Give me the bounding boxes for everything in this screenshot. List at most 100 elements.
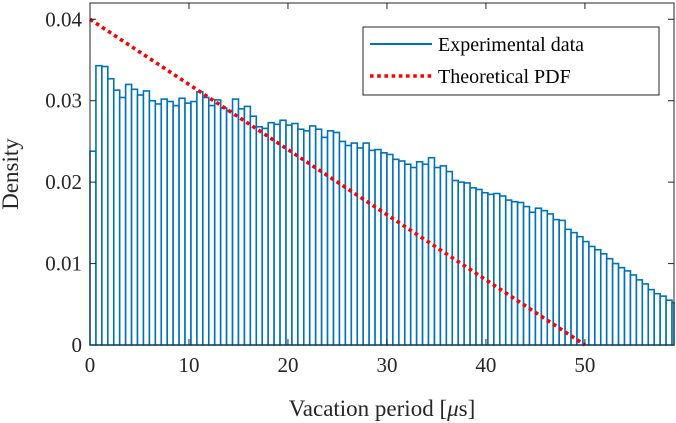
histogram-bar — [160, 98, 169, 346]
histogram-bar — [647, 288, 656, 346]
histogram-bar — [439, 165, 448, 346]
histogram-bar — [433, 166, 442, 346]
histogram-bar — [403, 163, 412, 346]
legend-label-experimental-data: Experimental data — [438, 34, 584, 56]
histogram-bar — [635, 279, 644, 346]
histogram-bar — [291, 122, 299, 346]
theoretical-pdf-line — [89, 17, 586, 347]
histogram-bar — [498, 195, 507, 346]
histogram-bar — [344, 144, 353, 346]
histogram-bar — [326, 130, 335, 346]
histogram-bar — [332, 131, 341, 346]
histogram-bar — [249, 115, 258, 346]
histogram-bar — [308, 125, 317, 346]
histogram-bar — [184, 102, 192, 346]
histogram-bar — [665, 299, 673, 346]
histogram-bar — [314, 128, 323, 346]
x-tick-label: 40 — [475, 353, 496, 377]
histogram-bar — [386, 153, 394, 346]
histogram-bar — [255, 125, 264, 346]
histogram-bar — [582, 240, 590, 346]
legend-box — [362, 26, 660, 96]
histogram-bar — [118, 96, 127, 346]
histogram-bar — [510, 200, 519, 346]
histogram-bar — [243, 105, 252, 346]
histogram-bar — [374, 148, 382, 346]
y-tick-label: 0 — [72, 333, 83, 357]
histogram-bar — [261, 127, 269, 346]
histogram-bar — [522, 205, 531, 346]
histogram-bar — [225, 109, 234, 346]
histogram-bar — [469, 187, 477, 346]
legend: Experimental data Theoretical PDF — [362, 26, 660, 96]
histogram-bar — [338, 140, 347, 346]
legend-label-theoretical-pdf: Theoretical PDF — [438, 66, 571, 88]
histogram-bar — [130, 88, 139, 346]
x-tick-label: 30 — [376, 353, 397, 377]
histogram-bar — [623, 270, 632, 346]
histogram-bar — [653, 292, 661, 346]
histogram-bar — [528, 211, 537, 346]
histogram-bar — [136, 94, 145, 346]
histogram-bar — [213, 99, 222, 346]
y-tick-label: 0.04 — [45, 7, 82, 31]
histogram-bar — [297, 128, 305, 346]
y-axis-label: Density — [0, 138, 23, 210]
histogram-bar — [415, 160, 424, 346]
y-tick-label: 0.01 — [45, 252, 82, 276]
histogram-bar — [320, 136, 329, 346]
histogram-bar — [576, 235, 584, 346]
axes-frame — [89, 2, 675, 346]
y-tick-label: 0.03 — [45, 89, 82, 113]
x-tick-label: 20 — [277, 353, 298, 377]
histogram-bar — [493, 192, 501, 346]
histogram-bar — [107, 77, 115, 346]
x-tick-label: 0 — [85, 353, 96, 377]
histogram-bar — [112, 89, 121, 346]
histogram-bar — [380, 152, 388, 346]
histogram-bar — [487, 193, 495, 346]
histogram-bar — [504, 199, 513, 346]
histogram-bar — [617, 266, 626, 346]
histogram-bar — [166, 100, 174, 346]
histogram-bar — [558, 219, 566, 346]
x-tick-label: 10 — [178, 353, 199, 377]
histogram-bar — [237, 108, 246, 346]
histogram-bar — [101, 65, 109, 346]
histogram-bar — [588, 245, 596, 346]
histogram-bar — [362, 142, 370, 346]
histogram-bar — [659, 295, 667, 346]
experimental-histogram-bars — [89, 64, 675, 346]
histogram-bar — [409, 166, 418, 346]
histogram-bar — [427, 156, 436, 346]
histogram-bar — [611, 262, 620, 346]
histogram-bar — [475, 188, 483, 346]
histogram-bar — [202, 96, 210, 346]
y-tick-label: 0.02 — [45, 170, 82, 194]
histogram-bar — [540, 209, 549, 346]
histogram-bar — [89, 150, 97, 346]
histogram-bar — [190, 100, 198, 346]
histogram-bar — [231, 98, 240, 346]
histogram-bar — [641, 283, 650, 346]
histogram-bar — [196, 90, 204, 346]
histogram-bar — [605, 257, 614, 346]
histogram-bar — [570, 231, 578, 346]
histogram-bar — [398, 160, 406, 346]
x-axis: 0 10 20 30 40 50 — [85, 3, 595, 377]
histogram-bar — [368, 149, 376, 346]
x-axis-label: Vacation period [μs] — [289, 396, 476, 421]
histogram-bar — [421, 163, 430, 346]
histogram-bar — [267, 121, 275, 346]
histogram-bar — [154, 103, 163, 346]
x-axis-label-unit-greek: μ — [446, 396, 459, 421]
histogram-bar — [95, 64, 103, 346]
histogram-bar — [219, 107, 228, 346]
histogram-bar — [356, 147, 364, 346]
x-tick-label: 50 — [574, 353, 595, 377]
histogram-bar — [564, 228, 572, 346]
histogram-bar — [178, 97, 186, 346]
histogram-bar — [516, 201, 525, 346]
histogram-bar — [142, 90, 151, 346]
